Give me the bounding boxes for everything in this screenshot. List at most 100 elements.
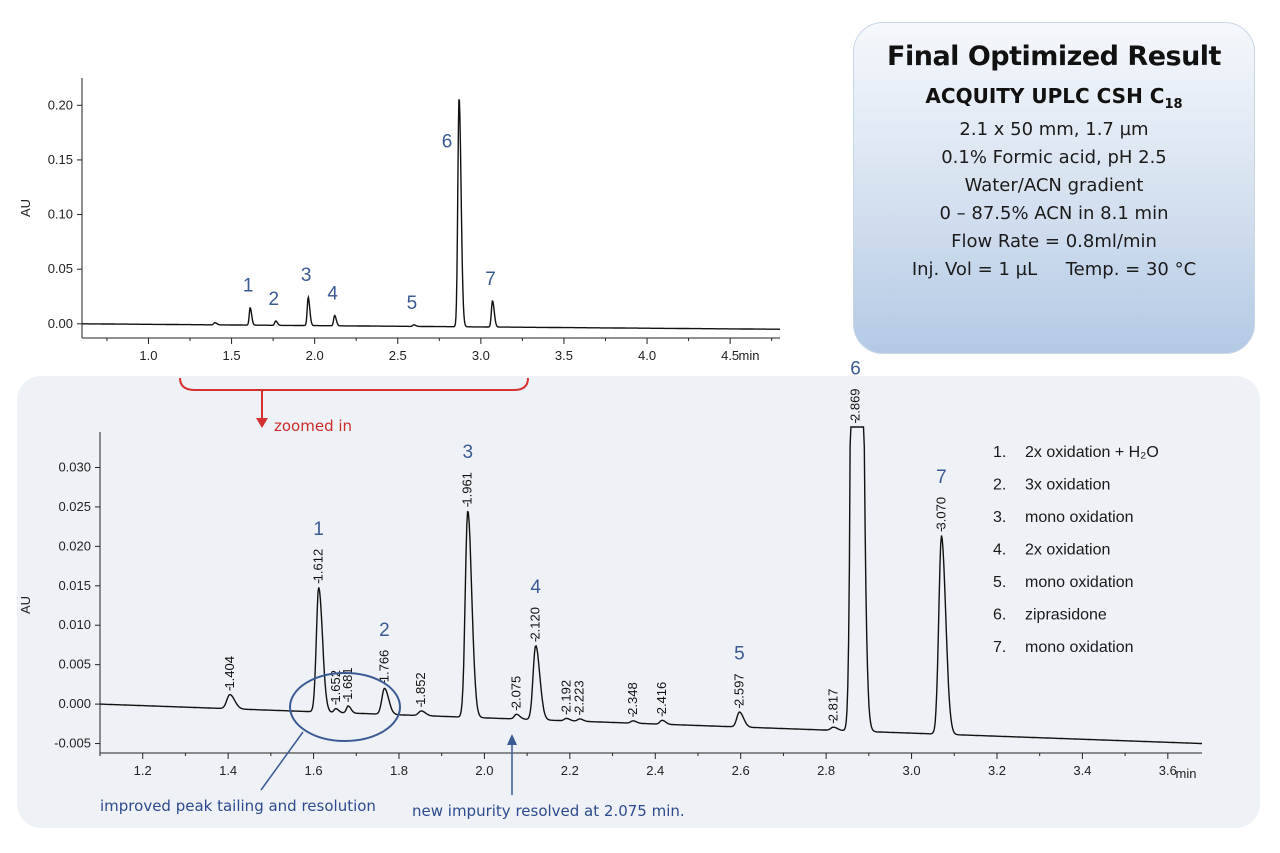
bottom-xtick-label: 3.6 [1159, 763, 1177, 778]
top-peak-number: 3 [301, 265, 312, 286]
bottom-peak-number: 7 [936, 467, 947, 488]
bottom-xtick-label: 1.6 [305, 763, 323, 778]
legend-item: 7. mono oxidation [993, 639, 1134, 656]
info-line-flow-rate: Flow Rate = 0.8ml/min [951, 231, 1157, 252]
peak-tailing-note: improved peak tailing and resolution [100, 797, 376, 815]
peak-rt-label: 2.120 [528, 607, 543, 640]
top-xtick-label: 2.0 [306, 348, 324, 363]
bottom-peak-number: 6 [850, 359, 861, 380]
peak-rt-label: 1.852 [413, 672, 428, 705]
top-xtick-label: 4.5 [721, 348, 739, 363]
top-xtick-label: 3.0 [472, 348, 490, 363]
peak-rt-label: 1.961 [460, 472, 475, 505]
legend-number: 1. [993, 444, 1006, 461]
top-xtick-label: 1.5 [223, 348, 241, 363]
legend-number: 4. [993, 542, 1006, 559]
peak-rt-label: 1.404 [222, 656, 237, 689]
zoom-bracket-line [179, 377, 529, 391]
bottom-ytick-label: 0.010 [58, 617, 91, 632]
peak-tailing-annotation: improved peak tailing and resolution [100, 672, 401, 815]
top-xtick-label: 1.0 [139, 348, 157, 363]
new-impurity-note: new impurity resolved at 2.075 min. [412, 802, 685, 820]
bottom-y-label: AU [18, 596, 33, 614]
peak-rt-label: 2.075 [508, 676, 523, 709]
info-line-dimensions: 2.1 x 50 mm, 1.7 µm [959, 119, 1149, 140]
top-peak-number: 7 [485, 269, 496, 290]
info-line-injection: Inj. Vol = 1 µL Temp. = 30 °C [911, 259, 1197, 280]
zoom-arrow-head [256, 418, 268, 428]
legend-text: ziprasidone [1025, 607, 1107, 624]
bottom-xtick-label: 1.4 [219, 763, 237, 778]
resolution-ellipse [289, 672, 401, 742]
legend-number: 6. [993, 607, 1006, 624]
bottom-peak-number: 3 [462, 442, 473, 463]
legend-text: mono oxidation [1025, 509, 1134, 526]
legend-number: 5. [993, 574, 1006, 591]
impurity-arrow-head [507, 734, 517, 745]
peak-rt-label: 3.070 [933, 497, 948, 530]
bottom-ytick-label: 0.025 [58, 499, 91, 514]
top-trace-line [82, 99, 780, 330]
legend-number: 3. [993, 509, 1006, 526]
bottom-peak-number: 1 [313, 519, 324, 540]
info-title: Final Optimized Result [887, 41, 1221, 72]
top-ytick-label: 0.05 [48, 261, 73, 276]
legend-item: 3. mono oxidation [993, 509, 1134, 526]
top-ytick-label: 0.15 [48, 152, 73, 167]
top-peak-number: 4 [327, 283, 338, 304]
legend-text: 2x oxidation + H₂O [1025, 444, 1159, 461]
top-x-unit: min [739, 348, 760, 363]
peak-rt-label: 2.817 [825, 689, 840, 722]
peak-rt-label: 1.681 [340, 667, 355, 700]
top-peak-number: 2 [268, 289, 279, 310]
top-ytick-label: 0.10 [48, 207, 73, 222]
legend-text: 2x oxidation [1025, 542, 1110, 559]
bottom-xtick-label: 2.2 [561, 763, 579, 778]
peak-rt-label: 2.223 [572, 680, 587, 713]
info-line-mobile-phase: 0.1% Formic acid, pH 2.5 [941, 147, 1167, 168]
legend-item: 6. ziprasidone [993, 607, 1107, 624]
bottom-ytick-label: 0.005 [58, 657, 91, 672]
impurity-annotation: new impurity resolved at 2.075 min. [412, 734, 685, 820]
bottom-xtick-label: 1.2 [134, 763, 152, 778]
column-name-text: ACQUITY UPLC CSH C [925, 84, 1165, 108]
bottom-ytick-label: -0.005 [54, 736, 91, 751]
top-ytick-label: 0.20 [48, 97, 73, 112]
top-peak-number: 5 [407, 293, 418, 314]
legend-number: 2. [993, 477, 1006, 494]
legend-item: 2. 3x oxidation [993, 477, 1110, 494]
bottom-xtick-label: 2.8 [817, 763, 835, 778]
info-line-solvent: Water/ACN gradient [964, 175, 1144, 196]
legend-item: 5. mono oxidation [993, 574, 1134, 591]
zoomed-chromatogram: AU -0.005 0.000 0.005 0.010 0.015 0.020 0.025 0… [18, 359, 1202, 781]
legend-text: 3x oxidation [1025, 477, 1110, 494]
zoomed-in-label: zoomed in [274, 417, 352, 435]
tailing-pointer-line [260, 731, 304, 791]
top-xtick-label: 4.0 [638, 348, 656, 363]
method-info-box: Final Optimized Result ACQUITY UPLC CSH … [853, 22, 1255, 354]
bottom-xtick-label: 3.2 [988, 763, 1006, 778]
legend-number: 7. [993, 639, 1006, 656]
bottom-xtick-label: 3.4 [1073, 763, 1091, 778]
column-name: ACQUITY UPLC CSH C18 [854, 84, 1254, 112]
bottom-xtick-label: 2.0 [475, 763, 493, 778]
peak-rt-label: 2.869 [848, 388, 863, 421]
bottom-peak-number: 2 [379, 620, 390, 641]
bottom-xtick-label: 3.0 [903, 763, 921, 778]
peak-rt-label: 1.652 [328, 670, 343, 703]
top-ytick-label: 0.00 [48, 316, 73, 331]
peak-rt-label: 1.766 [376, 650, 391, 683]
zoom-bracket: zoomed in [179, 377, 529, 435]
bottom-xtick-label: 2.4 [646, 763, 664, 778]
info-line-gradient: 0 – 87.5% ACN in 8.1 min [939, 203, 1169, 224]
top-y-label: AU [18, 199, 33, 217]
bottom-xtick-label: 1.8 [390, 763, 408, 778]
bottom-ytick-label: 0.000 [58, 696, 91, 711]
column-name-subscript: 18 [1164, 97, 1183, 112]
peak-rt-label: 2.192 [558, 680, 573, 713]
legend-item: 1. 2x oxidation + H₂O [993, 444, 1159, 461]
full-chromatogram: AU 0.00 0.05 0.10 0.15 0.20 1.0 1.5 2.0 2.5 3.0 3… [18, 78, 780, 363]
legend-text: mono oxidation [1025, 639, 1134, 656]
bottom-ytick-label: 0.030 [58, 459, 91, 474]
